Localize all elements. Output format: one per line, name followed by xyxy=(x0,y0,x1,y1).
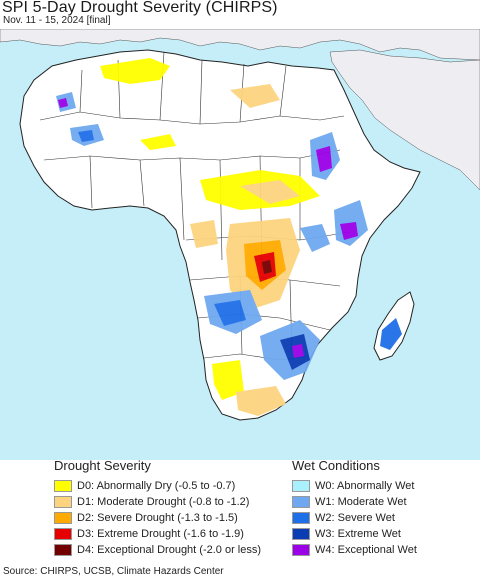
legend-item-d4: D4: Exceptional Drought (-2.0 or less) xyxy=(54,543,261,557)
legend-item-d0: D0: Abnormally Dry (-0.5 to -0.7) xyxy=(54,479,235,493)
europe-landmass xyxy=(0,29,480,61)
map-subtitle: Nov. 11 - 15, 2024 [final] xyxy=(3,15,111,26)
legend-item-d2: D2: Severe Drought (-1.3 to -1.5) xyxy=(54,511,238,525)
legend-item-w0: W0: Abnormally Wet xyxy=(292,479,414,493)
legend-swatch xyxy=(292,512,310,524)
legend-swatch xyxy=(292,480,310,492)
legend-swatch xyxy=(292,544,310,556)
wet-heading: Wet Conditions xyxy=(292,458,380,473)
legend-swatch xyxy=(54,512,72,524)
legend: Drought Severity Wet Conditions D0: Abno… xyxy=(0,458,480,561)
middle-east-landmass xyxy=(329,49,480,191)
legend-swatch xyxy=(54,496,72,508)
legend-swatch xyxy=(54,480,72,492)
legend-swatch xyxy=(54,544,72,556)
country-borders xyxy=(39,51,351,361)
map-title: SPI 5-Day Drought Severity (CHIRPS) xyxy=(2,0,278,16)
legend-item-d1: D1: Moderate Drought (-0.8 to -1.2) xyxy=(54,495,249,509)
legend-item-w1: W1: Moderate Wet xyxy=(292,495,407,509)
drought-heading: Drought Severity xyxy=(54,458,151,473)
legend-item-w4: W4: Exceptional Wet xyxy=(292,543,417,557)
source-credit: Source: CHIRPS, UCSB, Climate Hazards Ce… xyxy=(3,566,224,577)
legend-item-w2: W2: Severe Wet xyxy=(292,511,395,525)
legend-item-d3: D3: Extreme Drought (-1.6 to -1.9) xyxy=(54,527,244,541)
africa-drought-map xyxy=(0,29,480,460)
legend-swatch xyxy=(54,528,72,540)
legend-item-w3: W3: Extreme Wet xyxy=(292,527,401,541)
legend-swatch xyxy=(292,528,310,540)
severity-patches xyxy=(56,58,402,416)
legend-swatch xyxy=(292,496,310,508)
